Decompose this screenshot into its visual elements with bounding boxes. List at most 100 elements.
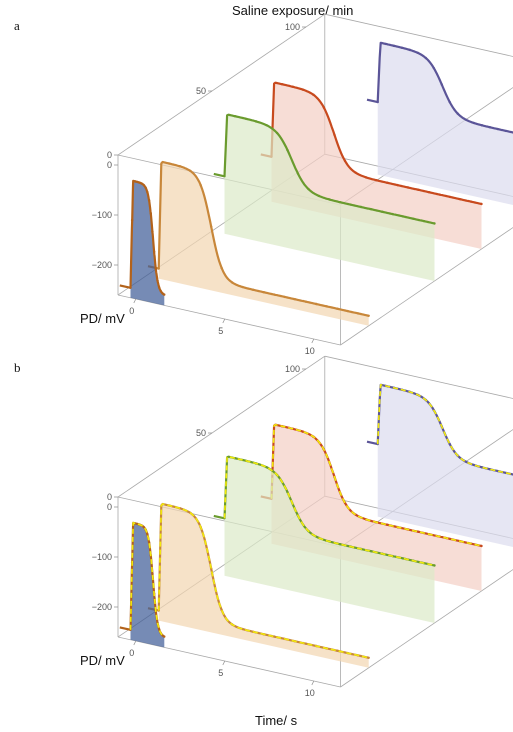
data-point [459, 198, 462, 201]
x-tick-label: 0 [129, 648, 134, 658]
data-point [142, 184, 146, 187]
data-point [301, 88, 305, 91]
data-point [354, 171, 357, 174]
box-edge [117, 294, 341, 346]
data-point [158, 628, 161, 631]
data-point [448, 537, 452, 541]
data-point [233, 114, 237, 118]
data-point [356, 312, 360, 315]
box-edge [117, 355, 326, 498]
data-point [406, 186, 410, 189]
data-point [359, 205, 363, 209]
series-baseline [366, 98, 378, 104]
data-point [241, 285, 244, 289]
data-point [335, 649, 339, 652]
z-tick-label: 50 [196, 86, 206, 96]
fit-line [223, 455, 435, 567]
data-point [158, 286, 161, 289]
data-point [367, 314, 370, 317]
x-tick-label: 5 [218, 326, 223, 336]
series-baseline [213, 172, 225, 178]
data-point [159, 290, 163, 293]
data-point [156, 279, 159, 282]
fit-line [376, 383, 513, 476]
x-tick-label: 10 [305, 346, 315, 356]
series-fill [377, 42, 513, 206]
data-point [504, 129, 508, 133]
data-point [188, 169, 192, 173]
series-exposure-50 [213, 113, 436, 281]
data-point [314, 302, 318, 306]
data-point [157, 267, 160, 270]
box-edge [324, 13, 513, 57]
data-point [456, 112, 459, 115]
series-baseline [119, 284, 131, 289]
y-axis-title: PD/ mV [80, 311, 125, 326]
data-point [370, 208, 373, 211]
data-point [291, 85, 294, 88]
data-point [151, 572, 154, 575]
data-point [464, 460, 468, 463]
data-point [448, 442, 451, 446]
x-tick-mark [222, 318, 226, 324]
y-tick-label: −100 [92, 210, 112, 220]
data-point [163, 635, 166, 638]
data-point [304, 300, 307, 303]
data-point [364, 176, 368, 179]
data-point [286, 148, 289, 152]
data-point [265, 123, 268, 127]
data-point [343, 159, 347, 163]
series-exposure-105 [366, 41, 513, 206]
box-edge [324, 355, 513, 399]
data-point [163, 293, 166, 296]
data-point [448, 100, 451, 104]
data-point [146, 191, 149, 194]
x-tick-label: 10 [305, 688, 315, 698]
data-point [317, 194, 321, 198]
data-point [322, 106, 326, 109]
data-point [272, 635, 276, 638]
data-point [130, 218, 134, 222]
bottom-axis-title: Time/ s [255, 713, 298, 728]
data-point [400, 46, 403, 49]
series-fill [158, 504, 369, 668]
data-point [129, 286, 132, 289]
data-point [385, 523, 389, 526]
data-point [384, 42, 387, 46]
top-axis-title: Saline exposure/ min [232, 3, 353, 18]
data-point [178, 165, 181, 168]
data-point [304, 642, 307, 645]
data-point [433, 564, 436, 567]
data-point [480, 124, 484, 127]
series-exposure-15 [147, 160, 370, 326]
data-point [230, 281, 234, 284]
data-point [396, 183, 399, 187]
data-point [440, 83, 443, 86]
data-point [325, 305, 328, 308]
data-point [375, 179, 378, 182]
series-baseline [213, 514, 225, 520]
data-point [254, 120, 258, 123]
data-point [335, 307, 339, 310]
data-point [370, 550, 373, 553]
data-point [417, 530, 420, 534]
data-point [448, 195, 452, 199]
data-point [312, 93, 315, 97]
data-point [488, 126, 492, 129]
data-point [346, 309, 349, 313]
data-point [142, 526, 146, 529]
data-point [141, 182, 144, 186]
data-point [296, 172, 300, 175]
y-tick-label: 0 [107, 502, 112, 512]
series-fill [158, 162, 369, 326]
data-point [480, 544, 483, 548]
data-point [209, 225, 213, 228]
data-point [496, 127, 500, 131]
data-point [251, 288, 255, 291]
z-tick-label: 100 [285, 22, 300, 32]
series-baseline [119, 626, 131, 631]
data-point [146, 533, 149, 536]
